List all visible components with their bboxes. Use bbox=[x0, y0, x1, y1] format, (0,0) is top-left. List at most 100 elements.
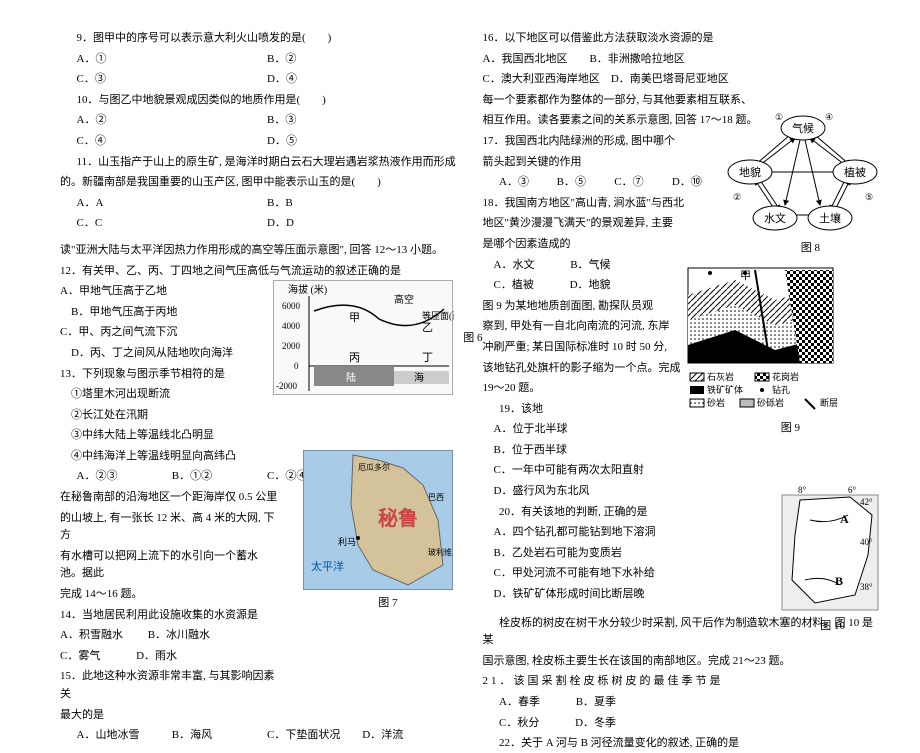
svg-text:-2000: -2000 bbox=[276, 381, 297, 391]
q11-opts-2: C．C D．D bbox=[77, 215, 458, 233]
q14-b: B．冰川融水 bbox=[148, 629, 210, 641]
q17-l1: 17．我国西北内陆绿洲的形成, 图中哪个 bbox=[483, 133, 714, 151]
q18-l2: 地区"黄沙漫漫飞满天"的景观差异, 主要 bbox=[483, 215, 714, 233]
svg-text:石灰岩: 石灰岩 bbox=[707, 371, 734, 382]
i21-l2: 国示意图, 栓皮栎主要生长在该国的南部地区。完成 21～23 题。 bbox=[483, 653, 881, 671]
i14-l4: 完成 14～16 题。 bbox=[60, 586, 279, 604]
q11-l1: 11．山玉指产于山上的原生矿, 是海洋时期白云石大理岩遇岩浆热液作用而形成 bbox=[60, 154, 458, 172]
q19-b: B．位于西半球 bbox=[483, 442, 881, 460]
svg-text:6000: 6000 bbox=[282, 301, 301, 311]
q16-b: C．澳大利亚西海岸地区 D．南美巴塔哥尼亚地区 bbox=[483, 71, 881, 89]
fig8-label: 图 8 bbox=[801, 240, 820, 258]
svg-text:①: ① bbox=[775, 112, 783, 122]
q21-r2: C．秋分 D．冬季 bbox=[483, 715, 881, 733]
q14-a: A．积雪融水 bbox=[60, 629, 123, 641]
q15-l2: 最大的是 bbox=[60, 707, 458, 725]
q18-d: D．地貌 bbox=[570, 279, 611, 291]
q11-opts-1: A．A B．B bbox=[77, 195, 458, 213]
svg-text:厄瓜多尔: 厄瓜多尔 bbox=[358, 462, 390, 472]
i17-l1: 每一个要素都作为整体的一部分, 与其他要素相互联系、 bbox=[483, 92, 881, 110]
svg-text:水文: 水文 bbox=[764, 211, 786, 225]
q14-c: C．雾气 bbox=[60, 650, 100, 662]
i14-l1: 在秘鲁南部的沿海地区一个距海岸仅 0.5 公里 bbox=[60, 489, 279, 507]
q14: 14．当地居民利用此设施收集的水资源是 bbox=[60, 607, 458, 625]
svg-text:0: 0 bbox=[294, 361, 299, 371]
figure-8: 气候 地貌 植被 水文 土壤 ①④ ②⑤ bbox=[725, 110, 880, 240]
q18-b: B．气候 bbox=[570, 259, 610, 271]
q15-b: B．海风 bbox=[172, 727, 267, 745]
fig10-svg: A B 8° 6° 42° 40° 38° bbox=[780, 485, 880, 615]
svg-text:钻孔: 钻孔 bbox=[772, 384, 790, 395]
fig9-svg: 甲 石灰岩 花岗岩 铁矿矿体 钻孔 砂岩 砂砾岩 断层 bbox=[685, 265, 880, 415]
q13-oa: A．②③ bbox=[77, 468, 172, 486]
svg-text:玻利维亚: 玻利维亚 bbox=[428, 547, 453, 557]
q18-c: C．植被 bbox=[494, 279, 534, 291]
fig7-svg: 秘鲁 太平洋 利马 厄瓜多尔 巴西 玻利维亚 bbox=[303, 450, 453, 590]
i19-l3: 冲刷严重; 某日国际标准时 10 时 50 分, bbox=[483, 339, 690, 357]
figure-7: 秘鲁 太平洋 利马 厄瓜多尔 巴西 玻利维亚 bbox=[303, 450, 453, 590]
q9-opts-2: C．③ D．④ bbox=[77, 71, 458, 89]
q10-a: A．② bbox=[77, 112, 268, 130]
fig10-label: 图 10 bbox=[820, 618, 845, 636]
svg-text:利马: 利马 bbox=[338, 536, 356, 547]
q12-l1: 12．有关甲、乙、丙、丁四地之间气压高低与气流运动的叙述正确的是 bbox=[60, 263, 458, 281]
q19-a: A．位于北半球 bbox=[483, 421, 881, 439]
fig9-label: 图 9 bbox=[781, 420, 800, 438]
svg-text:40°: 40° bbox=[860, 537, 873, 547]
svg-text:海拔 (米): 海拔 (米) bbox=[288, 283, 327, 296]
svg-text:42°: 42° bbox=[860, 497, 873, 507]
q22: 22．关于 A 河与 B 河径流量变化的叙述, 正确的是 bbox=[483, 735, 881, 753]
q11-d: D．D bbox=[267, 215, 458, 233]
q11-c: C．C bbox=[77, 215, 268, 233]
svg-text:气候: 气候 bbox=[792, 121, 814, 135]
svg-text:海: 海 bbox=[414, 371, 424, 384]
fig8-svg: 气候 地貌 植被 水文 土壤 ①④ ②⑤ bbox=[725, 110, 880, 240]
svg-text:4000: 4000 bbox=[282, 321, 301, 331]
q14-r1: A．积雪融水 B．冰川融水 bbox=[60, 627, 458, 645]
i14-l3: 有水槽可以把网上流下的水引向一个蓄水池。据此 bbox=[60, 548, 279, 583]
q9-a: A．① bbox=[77, 51, 268, 69]
svg-text:高空: 高空 bbox=[394, 293, 414, 306]
i19-l4: 该地钻孔处旗杆的影子缩为一个点。完成 bbox=[483, 360, 690, 378]
q10-b: B．③ bbox=[267, 112, 458, 130]
q15-a: A．山地冰雪 bbox=[77, 727, 172, 745]
q17-b: B．⑤ bbox=[557, 174, 615, 192]
svg-text:砂岩: 砂岩 bbox=[707, 397, 725, 408]
q9-d: D．④ bbox=[267, 71, 458, 89]
svg-text:陆: 陆 bbox=[346, 371, 356, 384]
svg-text:等压面(百帕): 等压面(百帕) bbox=[422, 310, 454, 321]
q11-a: A．A bbox=[77, 195, 268, 213]
q18-l1: 18．我国南方地区"高山青, 涧水蓝"与西北 bbox=[483, 195, 714, 213]
svg-text:6°: 6° bbox=[848, 485, 857, 495]
q9-c: C．③ bbox=[77, 71, 268, 89]
q21-r1: A．春季 B．夏季 bbox=[483, 694, 881, 712]
q15-d: D．洋流 bbox=[362, 727, 457, 745]
q17-c: C．⑦ bbox=[614, 174, 672, 192]
svg-text:秘鲁: 秘鲁 bbox=[378, 506, 418, 530]
q16: 16．以下地区可以借鉴此方法获取淡水资源的是 bbox=[483, 30, 881, 48]
q18-a: A．水文 bbox=[494, 259, 535, 271]
svg-text:植被: 植被 bbox=[844, 165, 866, 179]
q21-d: D．冬季 bbox=[575, 717, 616, 729]
left-column: 9．图甲中的序号可以表示意大利火山喷发的是( ) A．① B．② C．③ D．④… bbox=[60, 30, 458, 630]
q13-ob: B．①② bbox=[172, 468, 267, 486]
figure-9: 甲 石灰岩 花岗岩 铁矿矿体 钻孔 砂岩 砂砾岩 断层 bbox=[685, 265, 880, 415]
q14-r2: C．雾气 D．雨水 bbox=[60, 648, 458, 666]
q11-b: B．B bbox=[267, 195, 458, 213]
q9-b: B．② bbox=[267, 51, 458, 69]
q21-b: B．夏季 bbox=[576, 696, 616, 708]
q11-l2: 的。新疆南部是我国重要的山玉产区, 图甲中能表示山玉的是( ) bbox=[60, 174, 458, 192]
svg-text:②: ② bbox=[733, 192, 741, 202]
figure-6: 海拔 (米) 6000 4000 2000 0 -2000 高空 等压面(百帕)… bbox=[273, 280, 453, 395]
svg-text:地貌: 地貌 bbox=[739, 165, 761, 179]
svg-text:砂砾岩: 砂砾岩 bbox=[757, 397, 784, 408]
svg-text:花岗岩: 花岗岩 bbox=[772, 371, 799, 382]
svg-text:铁矿矿体: 铁矿矿体 bbox=[707, 384, 743, 395]
q13-c: ③中纬大陆上等温线北凸明显 bbox=[60, 427, 458, 445]
q15-c: C．下垫面状况 bbox=[267, 727, 362, 745]
svg-text:土壤: 土壤 bbox=[819, 211, 841, 225]
q10-d: D．⑤ bbox=[267, 133, 458, 151]
q17-d: D．⑩ bbox=[672, 174, 730, 192]
figure-10: A B 8° 6° 42° 40° 38° bbox=[780, 485, 880, 615]
q9-opts-1: A．① B．② bbox=[77, 51, 458, 69]
